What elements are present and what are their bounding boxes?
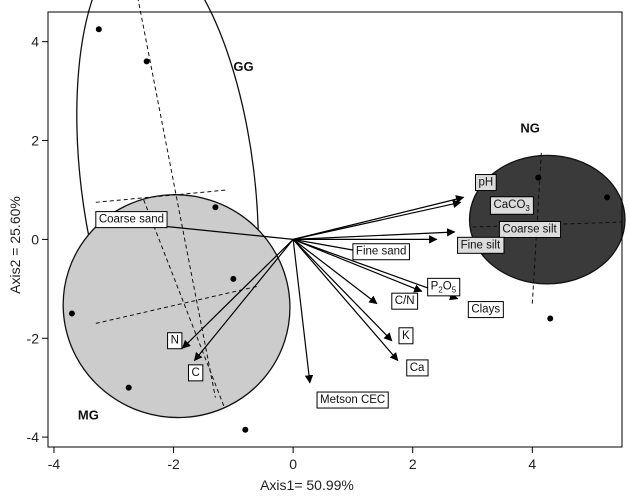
label-text-ca: Ca (410, 362, 425, 374)
label-text-coarse-sand: Coarse sand (99, 214, 164, 226)
ellipse-axis-gg-1 (95, 189, 228, 203)
ellipse-mg (62, 194, 291, 419)
label-fine-silt: Fine silt (457, 236, 505, 254)
x-tick-label: 2 (409, 456, 417, 472)
label-box-fine-silt (457, 236, 505, 254)
ellipse-axis-ng-0 (472, 221, 623, 228)
group-labels: GG MG NG (78, 59, 540, 422)
ellipse-ng (468, 154, 626, 285)
label-clays: Clays (467, 301, 504, 319)
label-box-c (188, 364, 204, 382)
label-text-n: N (171, 335, 179, 347)
point-ng-0 (535, 174, 542, 181)
label-k: K (398, 327, 414, 345)
label-coarse-silt: Coarse silt (498, 221, 562, 238)
x-tick-label: -4 (48, 456, 61, 472)
y-tick-label: 0 (31, 231, 39, 247)
label-c-n: C/N (391, 292, 419, 310)
arrow-p2o5 (292, 238, 423, 293)
label-box-coarse-sand (95, 211, 168, 229)
label-box-n (167, 332, 183, 350)
group-label-gg: GG (233, 59, 253, 74)
plot-frame (47, 11, 623, 448)
arrow-k (292, 238, 393, 342)
ellipse-axes (95, 0, 623, 408)
label-text-coarse-silt: Coarse silt (502, 224, 557, 236)
y-tick-label: -4 (27, 429, 40, 445)
point-gg-0 (95, 26, 102, 33)
point-ng-2 (547, 315, 554, 322)
label-box-c-n (391, 292, 419, 310)
point-mg-2 (242, 426, 249, 433)
label-box-ph (475, 174, 497, 192)
label-box-caco3 (489, 196, 534, 215)
x-axis-title: Axis1= 50.99% (260, 477, 354, 493)
label-text-caco3: CaCO3 (493, 199, 530, 213)
y-tick-label: 2 (31, 133, 39, 149)
point-gg-1 (143, 58, 150, 65)
group-label-ng: NG (520, 121, 540, 136)
group-label-mg: MG (78, 407, 99, 422)
x-tick-label: 0 (289, 456, 297, 472)
arrow-caco3 (293, 199, 462, 240)
ellipse-axis-mg-1 (143, 199, 225, 408)
label-ph: pH (475, 174, 497, 192)
label-caco3: CaCO3 (489, 196, 534, 215)
label-box-k (398, 327, 414, 345)
group-ellipses (62, 0, 626, 419)
point-gg-3 (230, 275, 237, 282)
label-box-metson-cec (316, 391, 389, 409)
label-ca: Ca (406, 359, 429, 377)
label-n: N (167, 332, 183, 350)
label-box-clays (467, 301, 504, 319)
point-ng-1 (604, 194, 611, 201)
point-gg-2 (212, 204, 219, 211)
label-text-fine-sand: Fine sand (356, 246, 407, 258)
label-text-clays: Clays (471, 304, 500, 316)
y-tick-label: -2 (27, 330, 40, 346)
data-points (68, 26, 611, 433)
arrow-c-n (292, 238, 378, 305)
arrow-metson-cec (292, 239, 314, 384)
label-coarse-sand: Coarse sand (95, 211, 168, 229)
point-mg-0 (68, 310, 75, 317)
label-text-fine-silt: Fine silt (461, 239, 501, 251)
y-tick-label: 4 (31, 34, 39, 50)
arrow-coarse-silt (293, 228, 456, 240)
variable-labels: Coarse sand N C Metson CEC pH CaCO3 Coarse sil… (95, 174, 562, 409)
label-text-c-n: C/N (395, 295, 415, 307)
label-text-k: K (402, 330, 410, 342)
x-tick-label: -2 (167, 456, 180, 472)
y-axis-title: Axis2 = 25.60% (7, 196, 23, 294)
label-text-c: C (192, 367, 200, 379)
label-text-p2o5: P2O5 (431, 280, 457, 294)
label-box-p2o5 (427, 277, 461, 297)
label-c: C (188, 364, 204, 382)
x-tick-label: 4 (528, 456, 536, 472)
label-box-fine-sand (352, 243, 410, 261)
label-text-ph: pH (479, 177, 494, 189)
label-box-ca (406, 359, 429, 377)
label-text-metson-cec: Metson CEC (320, 394, 385, 406)
plot-border (47, 11, 623, 448)
ellipse-axis-gg-0 (137, 0, 216, 398)
label-box-coarse-silt (498, 221, 562, 238)
axis-ticks: -4 -2 0 2 4 -4 -2 0 2 4 (27, 34, 537, 472)
arrow-c (193, 239, 294, 362)
point-mg-1 (125, 384, 132, 391)
arrow-ca (292, 238, 399, 362)
label-metson-cec: Metson CEC (316, 391, 389, 409)
label-p2o5: P2O5 (427, 277, 461, 297)
label-fine-sand: Fine sand (352, 243, 410, 261)
arrow-n (181, 238, 294, 349)
arrow-ph (293, 195, 465, 240)
